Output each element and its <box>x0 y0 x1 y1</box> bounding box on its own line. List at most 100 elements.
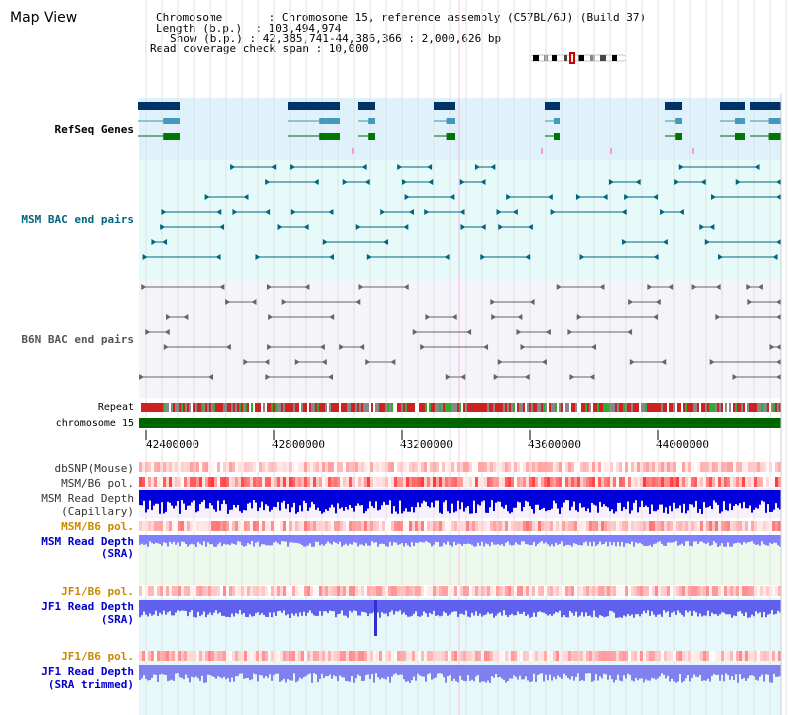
jf1-pol-cell <box>382 586 385 596</box>
jf1-pol-cell <box>475 586 478 596</box>
msm-sra-depth-bar <box>175 535 177 545</box>
jf1-b6-pol-2-label[interactable]: JF1/B6 pol. <box>61 650 134 663</box>
msm-sra-depth-bar <box>241 535 243 546</box>
dbsnp-cell <box>610 462 613 472</box>
jf1-pol-cell <box>772 586 775 596</box>
repeat-segment <box>323 403 325 412</box>
jf1-sra-depth-bar <box>267 600 269 617</box>
jf1-trim-depth-bar <box>459 665 461 676</box>
msm-sra-depth-bar <box>227 535 229 545</box>
msm-sra-depth-bar <box>389 535 391 542</box>
msm-read-depth-sra-label[interactable]: MSM Read Depth <box>41 535 134 548</box>
msm-cap-depth-bar <box>163 490 165 514</box>
msm-cap-depth-bar <box>579 490 581 504</box>
repeat-label: Repeat <box>97 402 134 413</box>
jf1-sra-depth-bar <box>731 600 733 618</box>
jf1-pol-cell <box>502 586 505 596</box>
jf1-sra-depth-bar <box>411 600 413 616</box>
refseq-genes-label[interactable]: RefSeq Genes <box>54 123 134 136</box>
msm-bac-pair <box>427 164 433 170</box>
msm-cap-depth-bar <box>421 490 423 504</box>
msm-b6-pol-label[interactable]: MSM/B6 pol. <box>61 477 134 490</box>
msm-sra-pol-cell <box>472 521 475 531</box>
msm-cap-depth-bar <box>145 490 147 513</box>
msm-pol-cell <box>694 477 697 487</box>
jf1-pol-cell <box>769 586 772 596</box>
msm-pol-cell <box>763 477 766 487</box>
repeat-segment <box>491 403 493 412</box>
repeat-segment <box>461 403 463 412</box>
jf1-pol2-cell <box>295 651 298 661</box>
msm-sra-depth-bar <box>627 535 629 544</box>
dbsnp-cell <box>715 462 718 472</box>
msm-sra-depth-bar <box>481 535 483 542</box>
msm-sra-depth-bar <box>307 535 309 546</box>
msm-cap-depth-bar <box>451 490 453 504</box>
jf1-sra-depth-bar <box>407 600 409 617</box>
dbsnp-cell <box>460 462 463 472</box>
jf1-pol-cell <box>562 586 565 596</box>
jf1-read-depth-trim-label[interactable]: JF1 Read Depth <box>41 665 134 678</box>
msm-sra-depth-bar <box>589 535 591 543</box>
jf1-read-depth-sra-label[interactable]: JF1 Read Depth <box>41 600 134 613</box>
jf1-sra-depth-bar <box>591 600 593 618</box>
msm-sra-depth-bar <box>331 535 333 545</box>
jf1-trim-depth-bar <box>771 665 773 683</box>
jf1-pol-cell <box>649 586 652 596</box>
repeat-segment <box>553 403 555 412</box>
b6n-bac-pair <box>569 374 575 380</box>
repeat-segment <box>745 403 747 412</box>
jf1-pol2-cell <box>439 651 442 661</box>
jf1-sra-depth-bar <box>759 600 761 613</box>
repeat-segment <box>765 403 767 412</box>
msm-bac-pair <box>709 224 715 230</box>
jf1-pol2-cell <box>616 651 619 661</box>
msm-sra-pol-cell <box>553 521 556 531</box>
msm-cap-depth-bar <box>761 490 763 501</box>
msm-sra-depth-bar <box>439 535 441 547</box>
msm-sra-pol-cell <box>550 521 553 531</box>
jf1-pol2-cell <box>496 651 499 661</box>
msm-pol-cell <box>157 477 160 487</box>
dbsnp-label[interactable]: dbSNP(Mouse) <box>54 462 134 475</box>
msm-cap-depth-bar <box>339 490 341 509</box>
dbsnp-cell <box>523 462 526 472</box>
b6n-bac-pair <box>491 314 497 320</box>
msm-cap-depth-bar <box>143 490 145 501</box>
repeat-segment <box>321 403 323 412</box>
msm-bac-end-pairs-label[interactable]: MSM BAC end pairs <box>21 213 134 226</box>
jf1-pol2-cell <box>688 651 691 661</box>
repeat-segment <box>539 403 541 412</box>
b6n-bac-end-pairs-label[interactable]: B6N BAC end pairs <box>21 333 134 346</box>
jf1-pol2-cell <box>421 651 424 661</box>
jf1-trim-depth-bar <box>595 665 597 675</box>
msm-sra-depth-bar <box>599 535 601 542</box>
msm-cap-depth-bar <box>197 490 199 512</box>
jf1-trim-depth-bar <box>723 665 725 682</box>
msm-pol-cell <box>190 477 193 487</box>
jf1-pol2-cell <box>580 651 583 661</box>
jf1-pol2-cell <box>754 651 757 661</box>
jf1-sra-depth-bar <box>459 600 461 614</box>
jf1-pol2-cell <box>466 651 469 661</box>
msm-sra-pol-cell <box>322 521 325 531</box>
jf1-trim-depth-bar <box>189 665 191 683</box>
repeat-segment <box>439 403 441 412</box>
jf1-b6-pol-label[interactable]: JF1/B6 pol. <box>61 585 134 598</box>
jf1-pol-cell <box>148 586 151 596</box>
jf1-sra-depth-bar <box>161 600 163 615</box>
dbsnp-cell <box>757 462 760 472</box>
msm-cap-depth-bar <box>607 490 609 508</box>
msm-sra-depth-bar <box>707 535 709 543</box>
dbsnp-cell <box>655 462 658 472</box>
jf1-pol-cell <box>667 586 670 596</box>
jf1-pol-cell <box>532 586 535 596</box>
jf1-sra-depth-bar <box>351 600 353 613</box>
msm-cap-depth-bar <box>253 490 255 501</box>
msm-b6-pol-sra-label[interactable]: MSM/B6 pol. <box>61 520 134 533</box>
repeat-segment <box>371 403 373 412</box>
msm-read-depth-cap-label[interactable]: MSM Read Depth <box>41 492 134 505</box>
msm-cap-depth-bar <box>429 490 431 508</box>
msm-sra-pol-cell <box>169 521 172 531</box>
